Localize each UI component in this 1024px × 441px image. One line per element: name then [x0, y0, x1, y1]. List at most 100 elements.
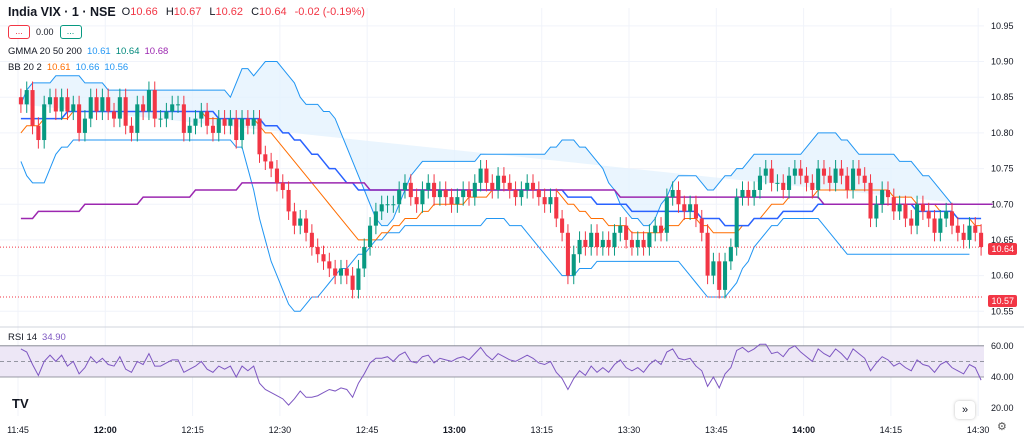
candle-body[interactable] — [193, 118, 198, 126]
candle-body[interactable] — [909, 218, 914, 226]
candle-body[interactable] — [286, 189, 291, 212]
symbol-title[interactable]: India VIX · 1 · NSE — [8, 5, 116, 19]
settings-gear-icon[interactable]: ⚙ — [997, 421, 1007, 433]
candle-body[interactable] — [763, 168, 768, 176]
candle-body[interactable] — [845, 175, 850, 190]
candle-body[interactable] — [269, 161, 274, 169]
bb-legend[interactable]: BB 20 2 10.61 10.66 10.56 — [8, 62, 133, 73]
candle-body[interactable] — [478, 168, 483, 183]
candle-body[interactable] — [507, 182, 512, 190]
candle-body[interactable] — [897, 204, 902, 212]
candle-body[interactable] — [455, 197, 460, 205]
candle-body[interactable] — [449, 197, 454, 205]
candle-body[interactable] — [804, 175, 809, 183]
candle-body[interactable] — [536, 189, 541, 198]
candle-body[interactable] — [525, 182, 530, 190]
candle-body[interactable] — [839, 168, 844, 176]
candle-body[interactable] — [426, 182, 431, 190]
candle-body[interactable] — [612, 232, 617, 248]
candle-body[interactable] — [769, 168, 774, 183]
candle-body[interactable] — [321, 254, 326, 262]
candle-body[interactable] — [641, 239, 646, 248]
candle-body[interactable] — [94, 97, 99, 112]
candle-body[interactable] — [414, 197, 419, 205]
buy-button[interactable]: ... — [59, 25, 82, 39]
candle-body[interactable] — [408, 182, 413, 198]
candle-body[interactable] — [658, 225, 664, 233]
candle-body[interactable] — [530, 182, 536, 190]
rsi-legend[interactable]: RSI 14 34.90 — [8, 332, 71, 343]
candle-body[interactable] — [175, 104, 181, 106]
candle-body[interactable] — [263, 154, 268, 162]
candle-body[interactable] — [682, 204, 687, 212]
candle-body[interactable] — [903, 204, 908, 219]
candle-body[interactable] — [170, 104, 175, 112]
sell-button[interactable]: ... — [8, 25, 30, 39]
candle-body[interactable] — [693, 204, 698, 219]
candle-body[interactable] — [77, 104, 82, 133]
candle-body[interactable] — [653, 225, 658, 233]
candle-body[interactable] — [368, 225, 373, 248]
candle-body[interactable] — [88, 97, 93, 119]
candle-body[interactable] — [624, 225, 629, 240]
candle-body[interactable] — [938, 218, 943, 233]
candle-body[interactable] — [618, 225, 623, 233]
candle-body[interactable] — [757, 175, 762, 190]
candle-body[interactable] — [723, 261, 728, 290]
candle-body[interactable] — [885, 189, 891, 198]
candle-body[interactable] — [379, 204, 384, 212]
candle-body[interactable] — [874, 204, 879, 219]
candle-body[interactable] — [344, 268, 349, 276]
price-axis[interactable]: 10.95 10.90 10.85 10.80 10.75 10.70 10.65 10.60… — [991, 21, 1014, 316]
candle-body[interactable] — [82, 118, 87, 133]
candle-body[interactable] — [926, 211, 931, 219]
candle-body[interactable] — [979, 232, 984, 248]
candle-body[interactable] — [30, 90, 35, 126]
candle-body[interactable] — [775, 182, 780, 184]
candle-body[interactable] — [752, 189, 757, 198]
candle-body[interactable] — [862, 175, 867, 183]
candle-body[interactable] — [350, 275, 355, 290]
candle-body[interactable] — [816, 168, 821, 190]
candle-body[interactable] — [356, 268, 361, 290]
candle-body[interactable] — [146, 90, 151, 112]
candle-body[interactable] — [635, 239, 640, 248]
candle-body[interactable] — [42, 104, 47, 141]
candle-body[interactable] — [519, 189, 524, 198]
candle-body[interactable] — [484, 168, 489, 183]
candle-body[interactable] — [577, 239, 582, 255]
candle-body[interactable] — [501, 175, 506, 183]
candle-body[interactable] — [571, 254, 576, 276]
candle-body[interactable] — [891, 197, 896, 212]
candle-body[interactable] — [647, 232, 652, 248]
gmma-legend[interactable]: GMMA 20 50 200 10.61 10.64 10.68 — [8, 46, 173, 57]
candle-body[interactable] — [36, 125, 41, 141]
candle-body[interactable] — [746, 189, 751, 198]
candle-body[interactable] — [868, 182, 873, 219]
candle-body[interactable] — [24, 90, 29, 105]
candle-body[interactable] — [915, 204, 920, 226]
candle-body[interactable] — [373, 211, 378, 226]
candle-body[interactable] — [362, 247, 367, 269]
candle-body[interactable] — [961, 232, 966, 240]
candle-body[interactable] — [199, 111, 204, 119]
candle-body[interactable] — [333, 268, 338, 276]
candle-body[interactable] — [298, 218, 303, 226]
candle-body[interactable] — [443, 189, 448, 198]
candle-body[interactable] — [47, 97, 53, 105]
time-axis[interactable]: 11:45 12:00 12:15 12:30 12:45 13:00 13:15 13:30… — [7, 425, 1024, 435]
candle-body[interactable] — [181, 104, 186, 133]
candle-body[interactable] — [141, 104, 146, 112]
candle-body[interactable] — [688, 204, 693, 212]
candle-body[interactable] — [728, 247, 733, 262]
candle-body[interactable] — [437, 189, 442, 198]
candle-body[interactable] — [280, 182, 285, 190]
candle-body[interactable] — [821, 168, 827, 176]
candle-body[interactable] — [734, 197, 739, 248]
candle-body[interactable] — [123, 97, 128, 126]
candle-body[interactable] — [117, 97, 122, 119]
candle-body[interactable] — [554, 197, 559, 219]
candle-body[interactable] — [240, 118, 245, 141]
candle-body[interactable] — [787, 175, 792, 190]
